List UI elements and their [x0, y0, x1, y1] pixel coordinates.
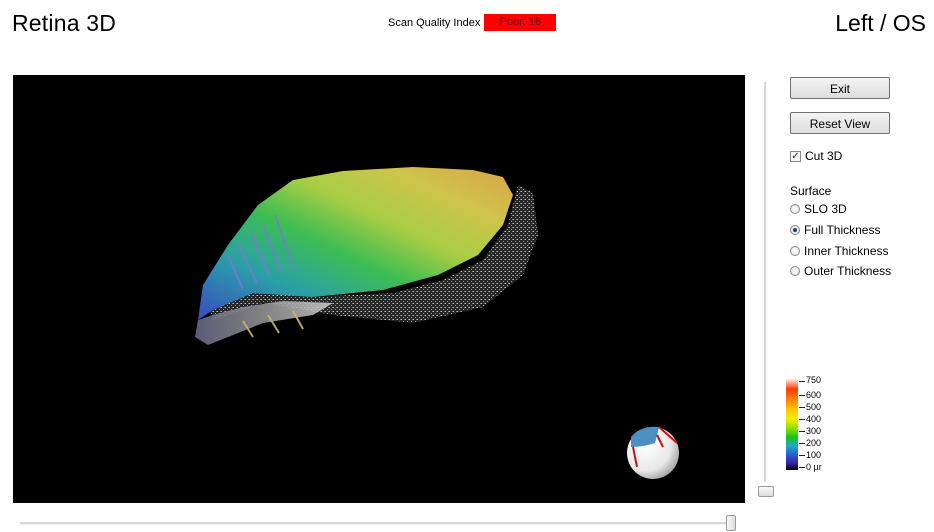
cut-3d-checkbox-row[interactable]: ✓ Cut 3D	[790, 149, 842, 163]
scan-quality: Scan Quality Index Poor: 16	[388, 14, 557, 31]
colorbar-tick	[799, 395, 805, 396]
colorbar-label-750: 750	[806, 375, 822, 385]
colorbar-label-0: 0 µr	[806, 462, 822, 472]
radio-label: SLO 3D	[804, 202, 847, 216]
colorbar-label-400: 400	[806, 414, 822, 424]
surface-option-outer-thickness[interactable]: Outer Thickness	[790, 264, 891, 278]
colorbar-tick	[799, 431, 805, 432]
radio-label: Outer Thickness	[804, 264, 892, 278]
radio-full-thickness[interactable]	[790, 225, 800, 235]
colorbar-tick	[799, 381, 805, 382]
colorbar-tick	[799, 455, 805, 456]
surface-option-full-thickness[interactable]: Full Thickness	[790, 223, 880, 237]
exit-button[interactable]: Exit	[790, 77, 890, 99]
horizontal-slider-track	[20, 522, 736, 525]
colorbar-label-100: 100	[806, 450, 822, 460]
colorbar-tick	[799, 419, 805, 420]
vertical-slider-thumb[interactable]	[758, 486, 774, 497]
thickness-colorbar	[786, 378, 798, 470]
cut-3d-label: Cut 3D	[805, 149, 843, 163]
radio-inner-thickness[interactable]	[790, 246, 800, 256]
colorbar-label-500: 500	[806, 402, 822, 412]
radio-label: Inner Thickness	[804, 244, 889, 258]
vertical-slider-track	[764, 82, 767, 482]
cut-3d-checkbox[interactable]: ✓	[790, 150, 801, 162]
surface-option-slo-3d[interactable]: SLO 3D	[790, 202, 847, 216]
eye-label: Left / OS	[835, 10, 926, 36]
vertical-slider[interactable]	[758, 82, 774, 502]
app-title: Retina 3D	[12, 10, 117, 36]
surface-label: Surface	[790, 184, 832, 198]
colorbar-tick	[799, 443, 805, 444]
scan-quality-badge: Poor: 16	[484, 14, 557, 31]
radio-outer-thickness[interactable]	[790, 266, 800, 276]
retina-3d-viewport[interactable]	[13, 75, 745, 503]
retina-surface-render	[195, 167, 679, 479]
horizontal-slider-thumb[interactable]	[726, 515, 736, 531]
colorbar-label-300: 300	[806, 426, 822, 436]
colorbar-tick	[799, 407, 805, 408]
surface-option-inner-thickness[interactable]: Inner Thickness	[790, 244, 889, 258]
radio-label: Full Thickness	[804, 223, 881, 237]
scan-quality-label: Scan Quality Index	[388, 16, 481, 29]
colorbar-label-200: 200	[806, 438, 822, 448]
radio-slo-3d[interactable]	[790, 204, 800, 214]
reset-view-button[interactable]: Reset View	[790, 112, 890, 134]
colorbar-label-600: 600	[806, 390, 822, 400]
horizontal-slider[interactable]	[20, 514, 742, 532]
colorbar-tick	[799, 467, 805, 468]
orientation-sphere-icon[interactable]	[625, 425, 681, 481]
